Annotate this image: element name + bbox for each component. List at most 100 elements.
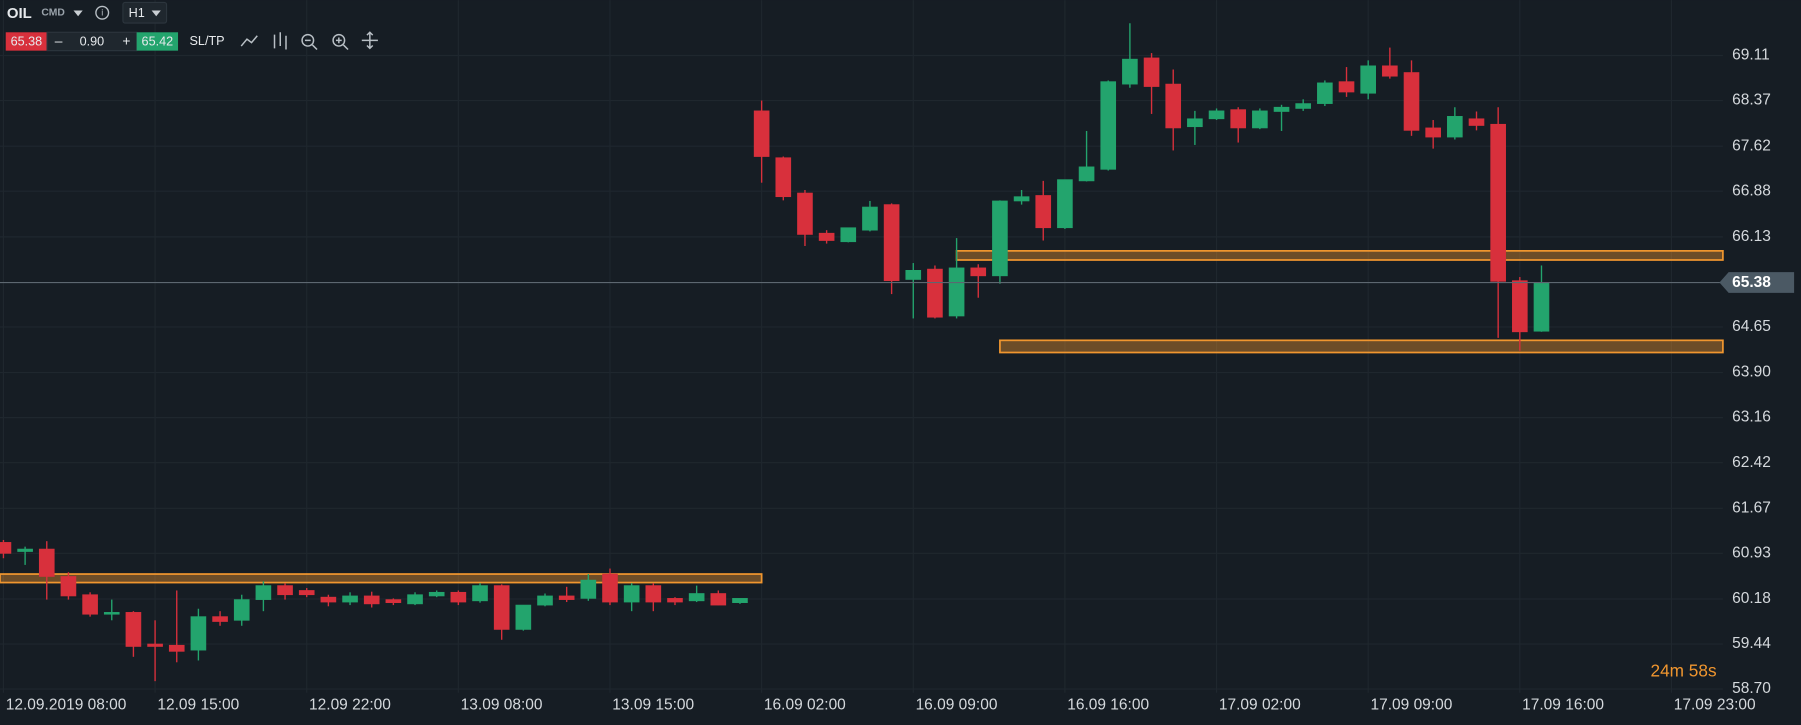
candle-body	[1273, 106, 1290, 112]
axes: 69.11 68.37 67.62 66.88 66.13 64.65 63.90 63.16…	[0, 47, 1795, 713]
candle-body	[385, 599, 402, 603]
y-tick-label: 67.62	[1732, 137, 1771, 154]
candle-body	[0, 542, 12, 554]
x-tick-label: 16.09 16:00	[1067, 696, 1149, 713]
candle-body	[1100, 81, 1117, 170]
last-price-tag	[1719, 272, 1795, 293]
volume-box[interactable]	[46, 31, 138, 52]
candle-body	[212, 616, 228, 622]
x-tick-label: 12.09 22:00	[309, 696, 391, 713]
candle-body	[1317, 82, 1333, 104]
candle-body	[320, 596, 337, 603]
candle-body	[1490, 123, 1506, 282]
volume: 0.90	[80, 34, 105, 48]
candle-body	[1360, 65, 1376, 94]
candle-body	[1187, 118, 1203, 128]
candle-body	[710, 593, 727, 606]
candle-body	[38, 548, 55, 577]
candle-body	[1338, 81, 1355, 93]
candle-chart-icon[interactable]	[273, 32, 287, 50]
sell-button[interactable]	[5, 32, 48, 51]
candle-body	[298, 590, 315, 596]
candle-body	[688, 593, 705, 602]
zone	[0, 573, 763, 584]
y-tick-label: 58.70	[1732, 680, 1771, 697]
line-chart-icon[interactable]	[240, 35, 258, 47]
timeframe-dropdown	[151, 10, 161, 17]
symbol[interactable]: OIL	[7, 5, 32, 22]
candle-body	[363, 595, 380, 605]
x-tick-label: 17.09 02:00	[1219, 696, 1301, 713]
candle-body	[775, 157, 792, 198]
last-price-label: 65.38	[1732, 274, 1771, 291]
candle-body	[1252, 110, 1268, 129]
candle-body	[515, 604, 532, 630]
zoom-in-icon[interactable]	[332, 33, 346, 47]
candle-body	[797, 192, 813, 235]
candle-body	[493, 585, 510, 630]
candle-body	[450, 591, 467, 603]
candle-body	[1295, 103, 1312, 109]
candle-body	[277, 585, 293, 596]
candle-body	[1230, 109, 1247, 129]
candle-body	[623, 585, 640, 603]
y-tick-label: 63.90	[1732, 364, 1771, 381]
y-tick-label: 64.65	[1732, 318, 1771, 335]
candle-body	[1512, 280, 1528, 333]
candle-body	[472, 585, 488, 602]
candle-body	[190, 616, 207, 651]
y-tick-label: 60.93	[1732, 544, 1771, 561]
volume-plus[interactable]: +	[122, 34, 130, 49]
x-tick-label: 13.09 08:00	[461, 696, 543, 713]
candle-body	[407, 594, 423, 605]
candle-body	[1057, 179, 1073, 229]
candle-body	[558, 595, 575, 600]
candle-body	[645, 585, 662, 603]
pan-icon[interactable]	[361, 31, 378, 50]
zoom-out-glyph	[304, 39, 318, 51]
x-tick-label: 16.09 02:00	[764, 696, 846, 713]
buy-button[interactable]	[136, 32, 179, 51]
candle-body	[732, 598, 748, 603]
zones	[0, 250, 1724, 584]
y-tick-label: 61.67	[1732, 499, 1771, 516]
candle-body	[1425, 127, 1441, 138]
candle-body	[862, 206, 878, 231]
x-tick-label: 16.09 09:00	[916, 696, 998, 713]
info-icon[interactable]	[95, 5, 110, 20]
y-tick-label: 59.44	[1732, 635, 1771, 652]
timeframe: H1	[129, 6, 145, 20]
y-tick-label: 69.11	[1732, 47, 1770, 64]
volume-minus[interactable]: –	[55, 34, 63, 49]
candle-body	[970, 267, 987, 277]
candle-body	[992, 200, 1008, 277]
symbol-dropdown[interactable]	[73, 10, 83, 17]
candle-body	[147, 643, 163, 647]
candle-body	[342, 595, 358, 603]
zoom-out-icon[interactable]	[301, 33, 315, 47]
x-tick-label: 12.09.2019 08:00	[6, 696, 127, 713]
candle-body	[82, 594, 98, 615]
buy-price: 65.42	[142, 34, 174, 48]
zoom-in-glyph	[335, 37, 349, 51]
candle-body	[840, 227, 857, 243]
bar-countdown: 24m 58s	[1651, 661, 1717, 681]
candle-body	[1122, 58, 1138, 85]
candle-body	[255, 585, 272, 600]
candle-body	[60, 576, 77, 597]
info-glyph: i	[101, 8, 103, 18]
timeframe-box[interactable]	[122, 1, 168, 24]
x-tick-label: 13.09 15:00	[612, 696, 694, 713]
sltp-button[interactable]: SL/TP	[190, 34, 225, 48]
candle-body	[1468, 118, 1485, 126]
candle-body	[1403, 72, 1420, 131]
candle-body	[233, 599, 250, 621]
candle-body	[1165, 83, 1182, 129]
candle-body	[103, 612, 120, 615]
sell-price: 65.38	[11, 34, 43, 48]
candle-body	[602, 573, 618, 603]
zone	[999, 339, 1724, 354]
